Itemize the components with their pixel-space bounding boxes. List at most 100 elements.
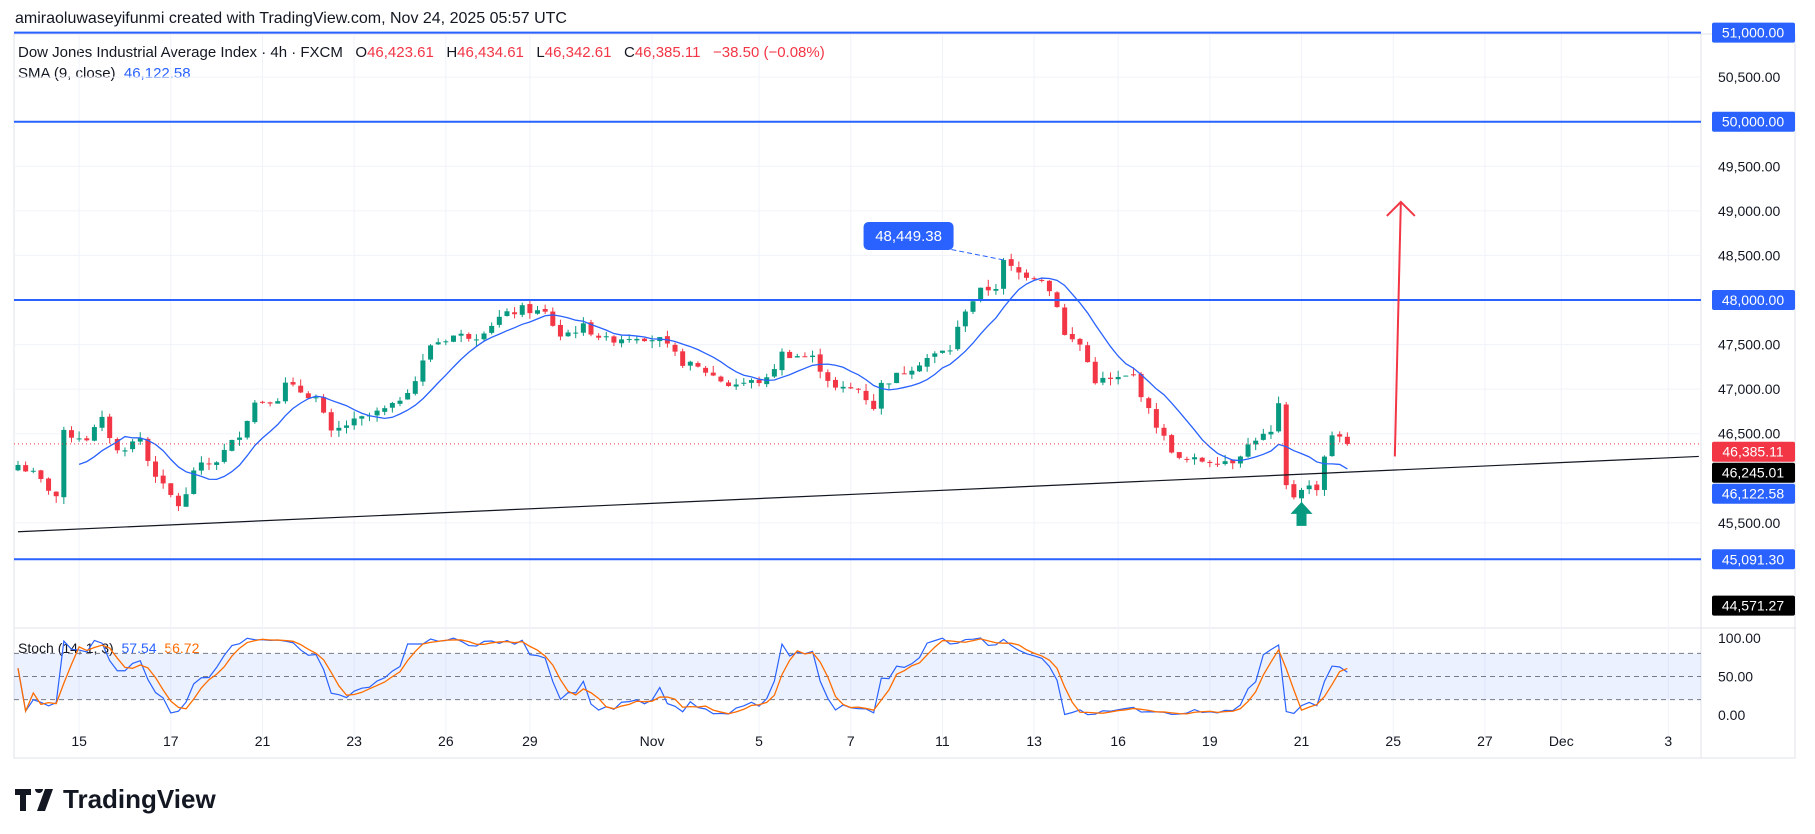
candle-body	[726, 382, 732, 387]
candle-body	[504, 311, 510, 316]
x-tick-label: 21	[255, 733, 271, 749]
candle-body	[1214, 463, 1220, 465]
candle-body	[894, 372, 900, 384]
candle-body	[871, 400, 877, 409]
candle-body	[978, 287, 984, 301]
candle-body	[198, 462, 204, 471]
peak-callout-line	[943, 247, 1004, 261]
low-price-tag: 44,571.27	[1722, 598, 1784, 614]
candle-body	[137, 438, 143, 442]
candle-body	[1016, 267, 1022, 273]
candle-body	[443, 341, 449, 343]
candle-body	[1306, 485, 1312, 490]
low-label: L	[536, 44, 545, 61]
candle-body	[657, 337, 663, 342]
candle-body	[550, 311, 556, 326]
candle-body	[237, 437, 243, 440]
candle-body	[130, 441, 136, 450]
candle-body	[1329, 435, 1335, 457]
candle-body	[1123, 375, 1129, 377]
candle-body	[1207, 461, 1213, 464]
stoch-d-value: 56.72	[164, 640, 200, 656]
candle-body	[275, 401, 281, 404]
symbol-name[interactable]: Dow Jones Industrial Average Index · 4h …	[18, 44, 343, 61]
candle-body	[191, 470, 197, 494]
candle-body	[580, 323, 586, 333]
stoch-label: Stoch (14, 1, 3)	[18, 640, 114, 656]
candle-body	[428, 345, 434, 360]
candle-body	[672, 344, 678, 352]
last-price-tag-bg	[1712, 441, 1795, 462]
candle-body	[1100, 377, 1106, 383]
candle-body	[825, 372, 831, 381]
x-tick-label: 29	[522, 733, 538, 749]
candle-body	[1077, 338, 1083, 345]
candle-body	[779, 351, 785, 371]
target-arrow-head	[1386, 200, 1416, 217]
candle-body	[267, 402, 273, 404]
candle-body	[664, 336, 670, 344]
x-tick-label: 25	[1385, 733, 1401, 749]
candle-body	[46, 478, 52, 491]
candle-body	[573, 332, 579, 334]
candle-body	[1039, 279, 1045, 281]
candle-body	[496, 316, 502, 325]
candle-body	[787, 351, 793, 359]
candle-body	[863, 390, 869, 401]
candle-body	[61, 429, 67, 498]
candle-body	[473, 339, 479, 341]
candle-body	[259, 401, 265, 403]
candle-body	[122, 450, 128, 452]
candle-body	[160, 475, 166, 484]
candle-body	[68, 430, 74, 438]
high-value: 46,434.61	[457, 44, 524, 61]
candle-body	[183, 494, 189, 507]
candle-body	[412, 381, 418, 394]
low-price-tag-bg	[1712, 595, 1795, 616]
level-price-tag-bg	[1712, 290, 1795, 310]
candle-body	[1085, 345, 1091, 363]
candle-body	[1314, 484, 1320, 491]
x-tick-label: 26	[438, 733, 454, 749]
candle-body	[420, 360, 426, 382]
candle-body	[1276, 403, 1282, 432]
level-price-tag-bg	[1712, 549, 1795, 570]
candle-body	[680, 351, 686, 366]
candle-body	[489, 325, 495, 333]
candle-body	[687, 361, 693, 366]
sma-legend[interactable]: SMA (9, close) 46,122.58	[18, 65, 191, 82]
sma-label: SMA (9, close)	[18, 65, 116, 82]
candle-body	[993, 288, 999, 291]
candle-body	[626, 339, 632, 341]
candle-body	[153, 461, 159, 477]
candle-body	[970, 301, 976, 312]
candle-body	[1115, 376, 1121, 380]
x-tick-label: 16	[1110, 733, 1126, 749]
candle-body	[344, 425, 350, 428]
stoch-legend[interactable]: Stoch (14, 1, 3) 57.54 56.72	[18, 640, 200, 656]
candle-body	[175, 495, 181, 507]
candle-body	[1291, 484, 1297, 498]
candle-body	[91, 427, 97, 441]
level-price-tag: 50,000.00	[1722, 114, 1784, 130]
candle-body	[596, 335, 602, 338]
candle-body	[703, 367, 709, 373]
candle-body	[1222, 461, 1228, 464]
candle-body	[1192, 457, 1198, 460]
candle-body	[298, 385, 304, 393]
candle-body	[1062, 307, 1068, 335]
x-tick-label: 27	[1477, 733, 1493, 749]
candle-body	[878, 382, 884, 409]
sma-price-tag-bg	[1712, 483, 1795, 504]
x-tick-label: 19	[1202, 733, 1218, 749]
candle-body	[1054, 292, 1060, 308]
caption: amiraoluwaseyifunmi created with Trading…	[15, 10, 567, 27]
x-tick-label: 21	[1294, 733, 1310, 749]
candle-body	[748, 380, 754, 383]
candle-body	[458, 333, 464, 336]
candle-body	[145, 438, 151, 461]
level-price-tag: 45,091.30	[1722, 551, 1784, 567]
candle-body	[848, 387, 854, 389]
candle-body	[886, 383, 892, 385]
